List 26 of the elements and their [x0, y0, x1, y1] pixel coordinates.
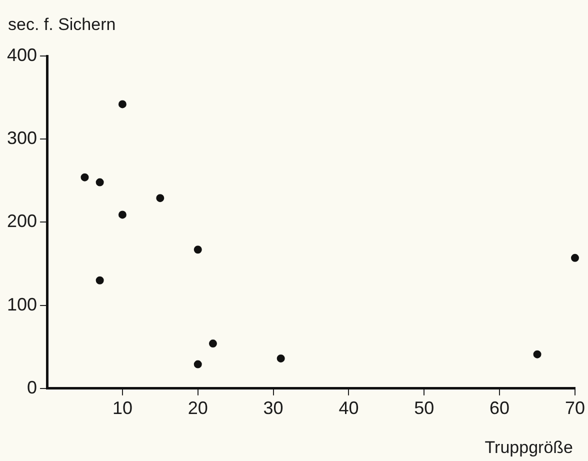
- point: [96, 178, 104, 186]
- point: [276, 354, 285, 362]
- point: [533, 350, 542, 358]
- x-axis-title: Truppgröße: [484, 438, 573, 457]
- y-tick-label: 200: [6, 211, 38, 232]
- point: [80, 173, 89, 182]
- y-tick-label: 0: [27, 377, 38, 398]
- y-tick-label: 100: [6, 294, 38, 314]
- y-tick-label: 400: [6, 44, 38, 65]
- point: [194, 246, 202, 254]
- point: [570, 254, 579, 262]
- y-axis-title: sec. f. Sichern: [8, 15, 116, 34]
- x-tick-label: 60: [490, 398, 510, 418]
- x-tick-label: 50: [414, 398, 434, 418]
- point: [96, 276, 104, 284]
- point: [118, 210, 126, 219]
- y-tick-label: 300: [6, 128, 38, 148]
- point: [118, 100, 126, 108]
- x-tick-label: 30: [263, 398, 284, 418]
- point: [156, 194, 164, 202]
- x-tick-label: 70: [564, 398, 586, 418]
- x-tick-label: 40: [338, 398, 359, 418]
- x-tick-label: 10: [112, 398, 132, 418]
- point: [208, 340, 217, 348]
- point: [194, 360, 202, 368]
- x-tick-label: 20: [188, 398, 208, 418]
